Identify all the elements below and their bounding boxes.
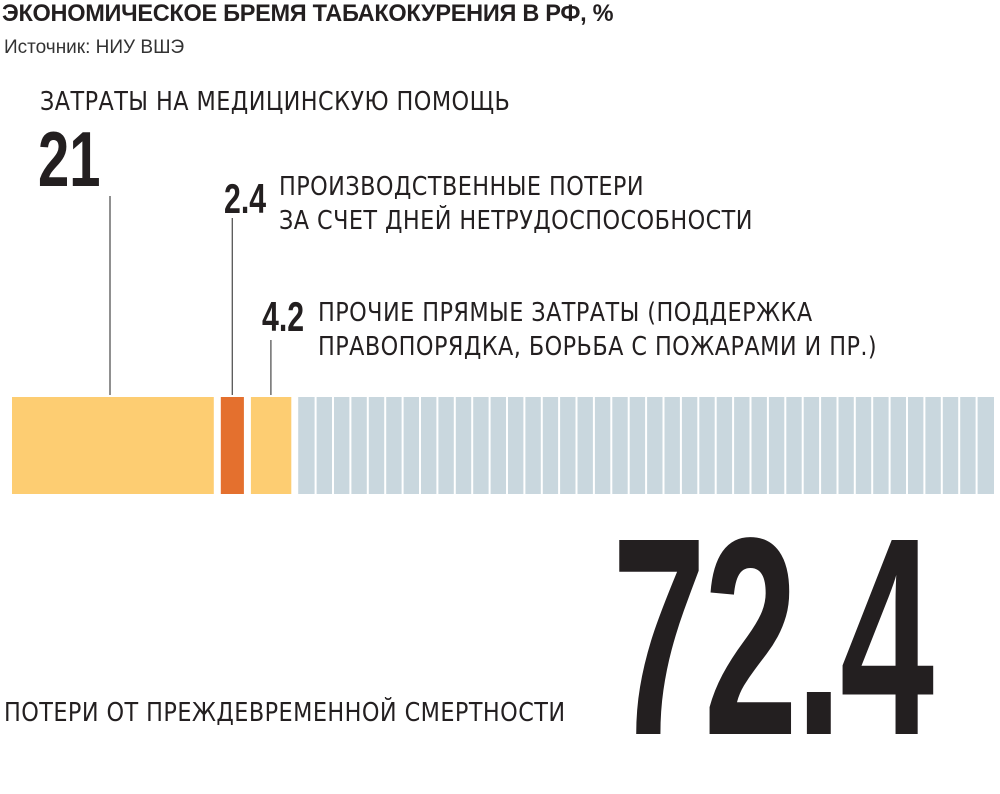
value-medical: 21 xyxy=(38,115,101,203)
bar-segment-production xyxy=(220,397,244,494)
stacked-bar-chart xyxy=(12,196,994,494)
chart-title: ЭКОНОМИЧЕСКОЕ БРЕМЯ ТАБАКОКУРЕНИЯ В РФ, … xyxy=(2,0,614,27)
label-medical: ЗАТРАТЫ НА МЕДИЦИНСКУЮ ПОМОЩЬ xyxy=(40,87,511,117)
bar-segment-other-direct xyxy=(250,397,292,494)
chart-source: Источник: НИУ ВШЭ xyxy=(4,37,185,58)
value-production: 2.4 xyxy=(224,175,267,222)
label-other-direct-line1: ПРОЧИЕ ПРЯМЫЕ ЗАТРАТЫ (ПОДДЕРЖКА xyxy=(318,298,813,328)
label-production-line2: ЗА СЧЕТ ДНЕЙ НЕТРУДОСПОСОБНОСТИ xyxy=(279,206,753,236)
label-other-direct-line2: ПРАВОПОРЯДКА, БОРЬБА С ПОЖАРАМИ И ПР.) xyxy=(318,332,878,362)
value-other-direct: 4.2 xyxy=(262,293,305,340)
bar-segment-medical xyxy=(12,397,214,494)
label-mortality: ПОТЕРИ ОТ ПРЕЖДЕВРЕМЕННОЙ СМЕРТНОСТИ xyxy=(4,698,566,728)
label-production-line1: ПРОИЗВОДСТВЕННЫЕ ПОТЕРИ xyxy=(279,172,645,202)
